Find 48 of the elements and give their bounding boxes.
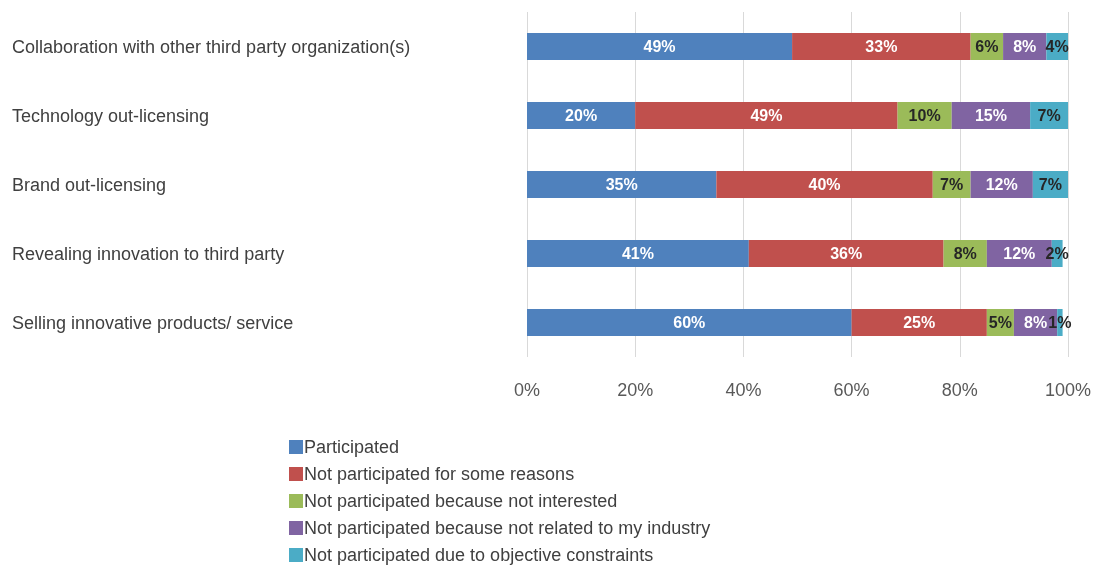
bar xyxy=(716,171,933,198)
data-label: 41% xyxy=(621,245,654,262)
legend-label: Not participated due to objective constraints xyxy=(304,545,654,565)
x-tick-label: 100% xyxy=(1044,380,1092,400)
data-label: 7% xyxy=(940,176,964,193)
legend-label: Not participated for some reasons xyxy=(304,464,575,484)
data-label: 20% xyxy=(565,107,598,124)
data-label: 8% xyxy=(953,245,977,262)
bar xyxy=(851,309,987,336)
data-label: 40% xyxy=(808,176,841,193)
data-label: 7% xyxy=(1038,176,1062,193)
data-label: 6% xyxy=(975,38,999,55)
data-label: 8% xyxy=(1013,38,1037,55)
y-tick-label: Technology out-licensing xyxy=(12,105,210,126)
bar xyxy=(748,240,944,267)
bar xyxy=(527,33,793,60)
y-tick-label: Revealing innovation to third party xyxy=(12,243,285,264)
x-tick-label: 40% xyxy=(725,380,762,400)
data-label: 10% xyxy=(908,107,941,124)
y-tick-label: Selling innovative products/ service xyxy=(12,312,294,333)
data-label: 33% xyxy=(865,38,898,55)
data-label: 49% xyxy=(750,107,783,124)
data-label: 60% xyxy=(673,314,706,331)
data-label: 25% xyxy=(903,314,936,331)
x-tick-label: 20% xyxy=(617,380,654,400)
data-label: 49% xyxy=(643,38,676,55)
bar xyxy=(527,309,852,336)
bar xyxy=(792,33,971,60)
x-tick-label: 0% xyxy=(513,380,541,400)
bar xyxy=(635,102,898,129)
legend-label: Participated xyxy=(304,437,400,457)
data-label: 12% xyxy=(985,176,1018,193)
data-label: 12% xyxy=(1003,245,1036,262)
bar xyxy=(527,102,636,129)
data-label: 8% xyxy=(1023,314,1048,331)
legend-label: Not participated because not interested xyxy=(304,491,618,511)
bar xyxy=(527,240,749,267)
data-label: 7% xyxy=(1037,107,1061,124)
data-label: 35% xyxy=(605,176,638,193)
x-tick-label: 60% xyxy=(833,380,870,400)
data-label: 36% xyxy=(830,245,863,262)
legend-label: Not participated because not related to my industry xyxy=(304,518,711,538)
data-label: 15% xyxy=(974,107,1007,124)
bar xyxy=(527,171,717,198)
y-tick-label: Brand out-licensing xyxy=(12,174,167,195)
y-tick-label: Collaboration with other third party organization(s) xyxy=(12,36,411,57)
x-tick-label: 80% xyxy=(941,380,978,400)
data-label: 5% xyxy=(988,314,1012,331)
